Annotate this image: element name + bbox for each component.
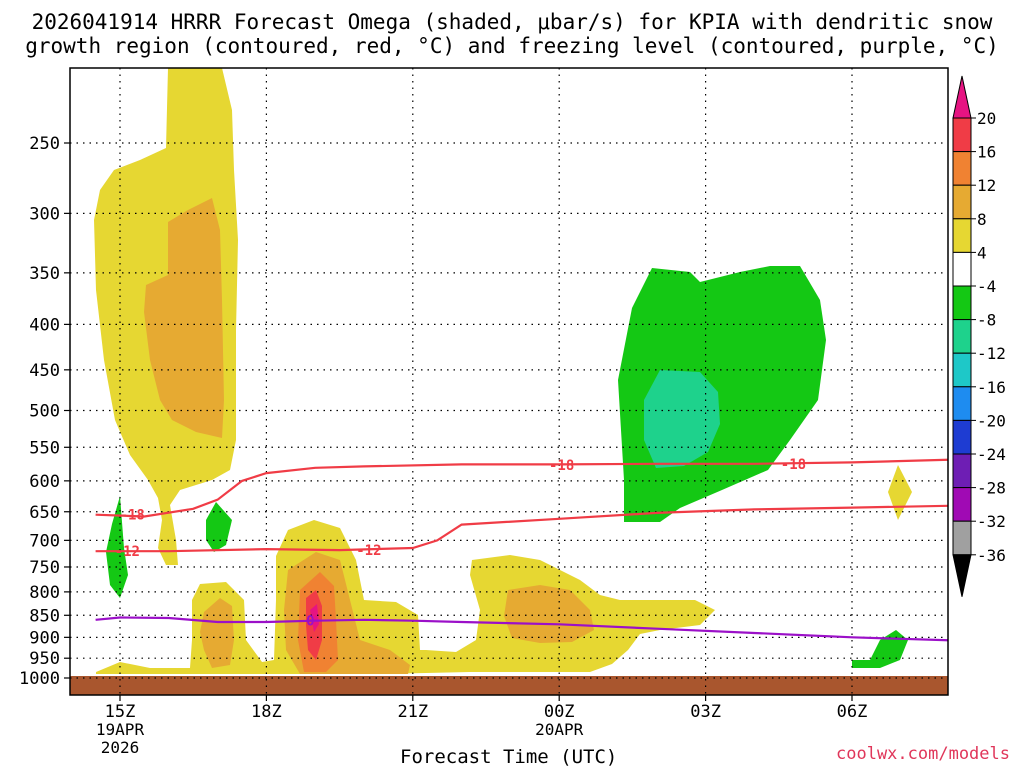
colorbar-label: 16 bbox=[977, 143, 996, 162]
colorbar-segment bbox=[952, 520, 972, 556]
y-tick-label: 700 bbox=[29, 531, 60, 551]
grid bbox=[70, 68, 948, 695]
y-tick-label: 600 bbox=[29, 472, 60, 492]
omega-positive-region bbox=[504, 585, 594, 643]
colorbar-segment bbox=[952, 453, 972, 489]
y-tick-label: 350 bbox=[29, 264, 60, 284]
colorbar-segment bbox=[952, 386, 972, 421]
colorbar-label: 20 bbox=[977, 109, 996, 128]
y-tick-label: 850 bbox=[29, 606, 60, 626]
colorbar-label: -36 bbox=[977, 546, 1006, 565]
colorbar-segment bbox=[952, 117, 972, 153]
y-tick-label: 550 bbox=[29, 438, 60, 458]
colorbar-segment bbox=[952, 251, 972, 287]
colorbar-segment bbox=[952, 285, 972, 321]
colorbar-segment bbox=[952, 151, 972, 186]
contour-line bbox=[95, 616, 948, 642]
contour-label: -18 bbox=[120, 508, 145, 524]
contour-label: -12 bbox=[356, 543, 381, 559]
colorbar-segment bbox=[952, 352, 972, 388]
x-tick-label: 06Z bbox=[837, 702, 868, 722]
x-tick-label: 03Z bbox=[690, 702, 721, 722]
y-axis: 2503003504004505005506006507007508008509… bbox=[19, 134, 70, 689]
y-tick-label: 800 bbox=[29, 583, 60, 603]
x-tick-label: 21Z bbox=[397, 702, 428, 722]
y-tick-label: 950 bbox=[29, 649, 60, 669]
y-tick-label: 450 bbox=[29, 361, 60, 381]
colorbar-label: 8 bbox=[977, 210, 987, 229]
colorbar-label: -32 bbox=[977, 512, 1006, 531]
y-tick-label: 750 bbox=[29, 558, 60, 578]
plot-frame bbox=[69, 67, 949, 696]
contour-label: -18 bbox=[549, 458, 574, 474]
omega-positive-region bbox=[144, 198, 224, 438]
colorbar-label: 12 bbox=[977, 176, 996, 195]
colorbar-label: 4 bbox=[977, 243, 987, 262]
x-tick-label: 15Z bbox=[105, 702, 136, 722]
omega-negative-region bbox=[206, 502, 232, 552]
contour-labels: -18 -18 -18 -12 -12 0 bbox=[115, 457, 806, 630]
y-tick-label: 250 bbox=[29, 134, 60, 154]
colorbar-top-arrow bbox=[952, 75, 972, 119]
contour-label: -12 bbox=[115, 544, 140, 560]
y-tick-label: 300 bbox=[29, 204, 60, 224]
x-axis-title: Forecast Time (UTC) bbox=[400, 746, 618, 768]
colorbar-segment bbox=[952, 218, 972, 253]
x-tick-sublabel: 2026 bbox=[101, 738, 140, 757]
omega-positive-region bbox=[888, 465, 912, 520]
y-tick-label: 900 bbox=[29, 628, 60, 648]
colorbar-label: -24 bbox=[977, 445, 1006, 464]
x-tick-label: 18Z bbox=[251, 702, 282, 722]
colorbar-label: -20 bbox=[977, 411, 1006, 430]
colorbar-bottom-arrow bbox=[952, 554, 972, 597]
credit-text: coolwx.com/models bbox=[836, 744, 1010, 764]
ground-band bbox=[70, 676, 948, 695]
colorbar-segment bbox=[952, 319, 972, 354]
contour-line bbox=[95, 504, 948, 553]
colorbar-label: -12 bbox=[977, 344, 1006, 363]
y-tick-label: 650 bbox=[29, 503, 60, 523]
omega-negative-region bbox=[644, 370, 720, 468]
contour-label: -18 bbox=[781, 457, 806, 473]
omega-negative-region bbox=[106, 496, 128, 598]
chart-title-line1: 2026041914 HRRR Forecast Omega (shaded, … bbox=[31, 10, 993, 34]
omega-shading bbox=[94, 68, 912, 674]
colorbar-segment bbox=[952, 419, 972, 455]
colorbar-label: -8 bbox=[977, 311, 996, 330]
y-tick-label: 400 bbox=[29, 315, 60, 335]
y-tick-label: 500 bbox=[29, 402, 60, 422]
omega-positive-region bbox=[200, 598, 234, 668]
omega-positive-region bbox=[96, 520, 715, 674]
chart-title-line2: growth region (contoured, red, °C) and f… bbox=[25, 34, 999, 58]
colorbar-label: -4 bbox=[977, 277, 996, 296]
omega-positive-region bbox=[310, 604, 319, 632]
x-tick-sublabel: 19APR bbox=[96, 720, 145, 739]
contours bbox=[95, 458, 948, 642]
colorbar-segment bbox=[952, 487, 972, 522]
colorbar-segment bbox=[952, 184, 972, 220]
colorbar-label: -28 bbox=[977, 479, 1006, 498]
contour-label: 0 bbox=[306, 614, 314, 630]
omega-negative-region bbox=[852, 630, 908, 668]
colorbar: 20 16 12 8 4 -4 -8 -12 -16 -20 -24 -28 -32 -36 bbox=[952, 75, 1006, 597]
x-tick-sublabel: 20APR bbox=[535, 720, 584, 739]
colorbar-label: -16 bbox=[977, 378, 1006, 397]
y-tick-label: 1000 bbox=[19, 669, 60, 689]
contour-line bbox=[95, 458, 948, 518]
x-tick-label: 00Z bbox=[544, 702, 575, 722]
